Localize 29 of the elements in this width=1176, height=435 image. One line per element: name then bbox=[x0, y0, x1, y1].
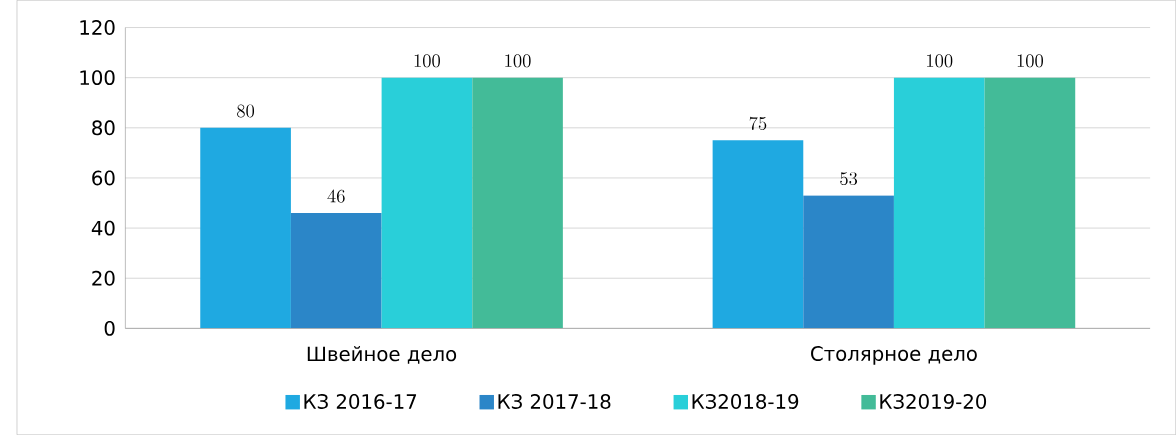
x-tick-label: Швейное дело bbox=[307, 346, 457, 364]
bar bbox=[803, 195, 894, 329]
data-label: 75 bbox=[749, 116, 767, 130]
bar bbox=[472, 77, 563, 329]
y-tick-label: 120 bbox=[80, 20, 115, 35]
bar bbox=[984, 77, 1076, 329]
legend-label: КЗ2019-20 bbox=[880, 394, 987, 409]
data-label: 100 bbox=[927, 54, 953, 68]
y-tick-label: 100 bbox=[80, 70, 115, 86]
data-label: 100 bbox=[1017, 54, 1043, 68]
data-label: 80 bbox=[237, 104, 255, 118]
y-tick-label: 20 bbox=[92, 270, 115, 286]
data-label: 46 bbox=[327, 189, 345, 203]
legend-label: КЗ2018-19 bbox=[692, 394, 799, 409]
y-tick-label: 40 bbox=[91, 220, 115, 236]
data-label: 53 bbox=[840, 172, 858, 186]
data-label: 100 bbox=[414, 54, 440, 68]
legend-label: КЗ 2017-18 bbox=[498, 394, 611, 409]
x-tick-label: Столярное дело bbox=[811, 346, 977, 365]
bar bbox=[712, 140, 804, 329]
y-tick-label: 80 bbox=[92, 120, 115, 136]
y-tick-label: 0 bbox=[104, 320, 115, 336]
y-tick-label: 60 bbox=[92, 170, 115, 186]
bar bbox=[200, 127, 291, 329]
legend-label: КЗ 2016-17 bbox=[304, 394, 417, 409]
bar bbox=[893, 77, 985, 329]
bar bbox=[381, 77, 473, 329]
bar bbox=[290, 213, 382, 329]
data-label: 100 bbox=[505, 54, 531, 68]
